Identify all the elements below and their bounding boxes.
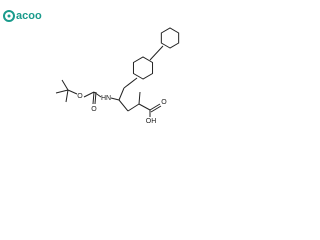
bond — [67, 89, 78, 95]
page: acoo O O HN O OH (() => { const data = J… — [3, 9, 180, 125]
bond — [92, 91, 97, 105]
atom-label: O — [77, 93, 83, 100]
bond — [118, 87, 125, 101]
bond — [123, 77, 138, 89]
bond — [138, 91, 141, 105]
logo: acoo — [3, 10, 42, 22]
atom-label: O — [161, 99, 167, 106]
bond — [149, 103, 162, 113]
bond — [55, 79, 69, 103]
bonds — [55, 27, 180, 117]
atom-label: OH — [146, 118, 157, 125]
logo-dot — [7, 14, 11, 18]
logo-mark — [3, 10, 15, 22]
atom-label: HN — [101, 95, 111, 102]
ring — [132, 56, 154, 80]
bond — [83, 91, 95, 98]
bond — [149, 45, 164, 61]
logo-text: acoo — [16, 10, 42, 22]
bond — [118, 99, 129, 112]
bond — [138, 103, 151, 111]
ring — [160, 27, 180, 49]
bond — [93, 91, 102, 98]
bond — [127, 103, 140, 112]
atom-label: O — [91, 106, 97, 113]
structure: acoo O O HN O OH — [3, 10, 180, 125]
bond — [110, 97, 120, 101]
